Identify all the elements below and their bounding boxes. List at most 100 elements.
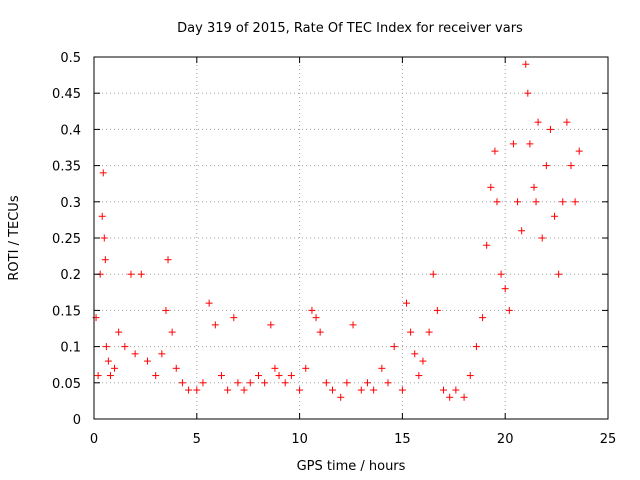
y-tick-label: 0.05 xyxy=(52,377,81,392)
data-point xyxy=(429,270,437,278)
data-point xyxy=(505,306,513,314)
data-point xyxy=(522,60,530,68)
x-tick-label: 20 xyxy=(497,432,514,447)
x-tick-label: 0 xyxy=(90,432,98,447)
y-tick-label: 0.25 xyxy=(52,232,81,247)
data-point xyxy=(446,393,454,401)
data-point xyxy=(199,379,207,387)
data-point xyxy=(370,386,378,394)
data-point xyxy=(407,328,415,336)
data-point xyxy=(398,386,406,394)
data-point xyxy=(390,343,398,351)
data-point xyxy=(152,372,160,380)
data-point xyxy=(172,364,180,372)
data-point xyxy=(378,364,386,372)
y-tick-label: 0.4 xyxy=(60,123,81,138)
data-point xyxy=(240,386,248,394)
data-point xyxy=(472,343,480,351)
data-point xyxy=(267,321,275,329)
data-points xyxy=(92,60,583,401)
data-point xyxy=(546,125,554,133)
data-point xyxy=(384,379,392,387)
y-axis-label: ROTI / TECUs xyxy=(7,195,22,280)
data-point xyxy=(234,379,242,387)
data-point xyxy=(542,162,550,170)
data-point xyxy=(275,372,283,380)
data-point xyxy=(94,372,102,380)
data-point xyxy=(185,386,193,394)
data-point xyxy=(483,241,491,249)
data-point xyxy=(164,256,172,264)
data-point xyxy=(211,321,219,329)
data-point xyxy=(158,350,166,358)
y-tick-label: 0.15 xyxy=(52,304,81,319)
data-point xyxy=(425,328,433,336)
data-point xyxy=(349,321,357,329)
data-point xyxy=(530,183,538,191)
data-point xyxy=(518,227,526,235)
data-point xyxy=(281,379,289,387)
data-point xyxy=(524,89,532,97)
x-tick-label: 25 xyxy=(600,432,617,447)
chart-title: Day 319 of 2015, Rate Of TEC Index for r… xyxy=(177,21,523,36)
x-tick-label: 10 xyxy=(291,432,308,447)
data-point xyxy=(131,350,139,358)
x-tick-label: 5 xyxy=(193,432,201,447)
data-point xyxy=(224,386,232,394)
data-point xyxy=(104,357,112,365)
data-point xyxy=(230,314,238,322)
y-tick-label: 0 xyxy=(73,413,81,428)
grid xyxy=(94,57,608,419)
data-point xyxy=(491,147,499,155)
x-axis-label: GPS time / hours xyxy=(297,459,406,474)
data-point xyxy=(316,328,324,336)
data-point xyxy=(102,343,110,351)
y-tick-label: 0.35 xyxy=(52,160,81,175)
data-point xyxy=(497,270,505,278)
data-point xyxy=(403,299,411,307)
data-point xyxy=(287,372,295,380)
data-point xyxy=(115,328,123,336)
axis-ticks: 0 5 10 15 20 25 0 0.05 0.1 0.15 0.2 0.25 0.3 0.35 0.4 0… xyxy=(52,51,616,447)
data-point xyxy=(567,162,575,170)
data-point xyxy=(217,372,225,380)
data-point xyxy=(205,299,213,307)
data-point xyxy=(271,364,279,372)
data-point xyxy=(143,357,151,365)
data-point xyxy=(559,198,567,206)
y-tick-label: 0.1 xyxy=(60,341,81,356)
data-point xyxy=(101,256,109,264)
data-point xyxy=(137,270,145,278)
y-tick-label: 0.5 xyxy=(60,51,81,66)
data-point xyxy=(246,379,254,387)
x-tick-label: 15 xyxy=(394,432,411,447)
data-point xyxy=(111,364,119,372)
data-point xyxy=(296,386,304,394)
data-point xyxy=(363,379,371,387)
data-point xyxy=(106,372,114,380)
data-point xyxy=(308,306,316,314)
data-point xyxy=(127,270,135,278)
data-point xyxy=(343,379,351,387)
data-point xyxy=(178,379,186,387)
data-point xyxy=(302,364,310,372)
y-tick-label: 0.45 xyxy=(52,87,81,102)
data-point xyxy=(328,386,336,394)
data-point xyxy=(571,198,579,206)
data-point xyxy=(357,386,365,394)
data-point xyxy=(261,379,269,387)
data-point xyxy=(121,343,129,351)
data-point xyxy=(452,386,460,394)
data-point xyxy=(534,118,542,126)
data-point xyxy=(555,270,563,278)
data-point xyxy=(563,118,571,126)
data-point xyxy=(98,212,106,220)
data-point xyxy=(440,386,448,394)
data-point xyxy=(514,198,522,206)
data-point xyxy=(493,198,501,206)
data-point xyxy=(415,372,423,380)
data-point xyxy=(411,350,419,358)
data-point xyxy=(466,372,474,380)
data-point xyxy=(168,328,176,336)
